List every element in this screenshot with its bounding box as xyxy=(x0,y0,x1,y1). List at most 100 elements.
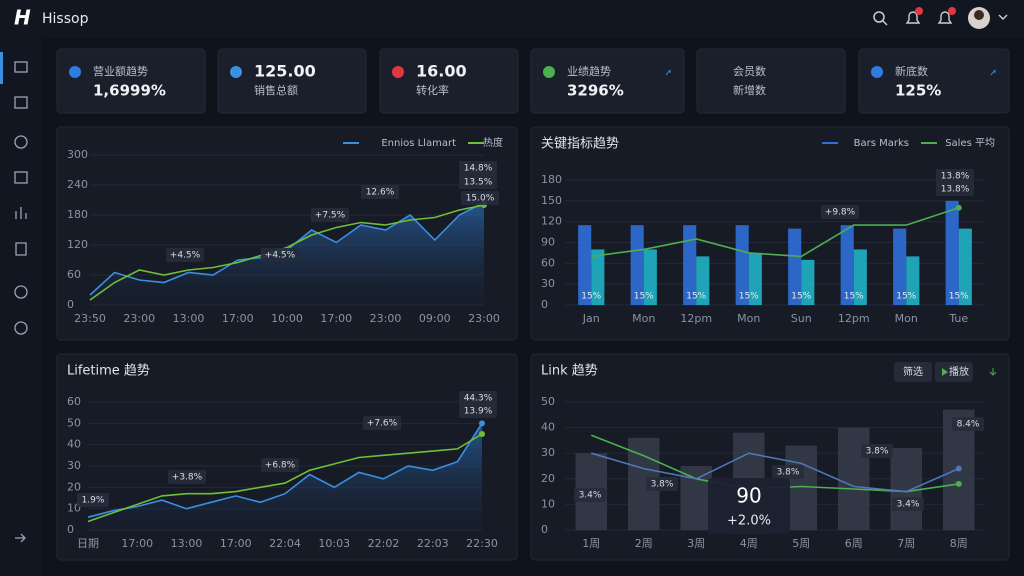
bar xyxy=(893,228,907,305)
kpi-label: 业绩趋势 xyxy=(567,65,611,78)
y-tick-label: 30 xyxy=(541,446,555,459)
annotation-box xyxy=(363,416,401,430)
y-tick-label: 0 xyxy=(541,298,548,311)
kpi-icon xyxy=(69,66,81,78)
x-tick-label: Mon xyxy=(632,312,655,325)
kpi-icon xyxy=(230,66,242,78)
kpi-value: 1,6999% xyxy=(93,82,166,100)
annotation-box xyxy=(772,465,804,479)
bar xyxy=(591,249,605,305)
y-tick-label: 30 xyxy=(67,459,81,472)
kpi-icon xyxy=(392,66,404,78)
y-tick-label: 240 xyxy=(67,178,88,191)
annotation: +7.5% xyxy=(315,211,346,221)
sidebar-icons[interactable] xyxy=(14,61,28,543)
button[interactable] xyxy=(935,362,973,382)
button-label[interactable]: 播放 xyxy=(949,365,969,378)
x-tick-label: 8周 xyxy=(950,537,968,550)
x-tick-label: 6周 xyxy=(845,537,863,550)
y-tick-label: 180 xyxy=(67,208,88,221)
search-icon[interactable] xyxy=(873,11,888,26)
annotation-box xyxy=(361,185,399,199)
kpi-card xyxy=(56,48,206,114)
bar-label: 15% xyxy=(634,292,654,302)
y-tick-label: 40 xyxy=(541,421,555,434)
annotation-box xyxy=(166,248,204,262)
y-tick-label: 30 xyxy=(541,277,555,290)
annotation: 15.0% xyxy=(466,194,495,204)
x-tick-label: 12pm xyxy=(838,312,870,325)
x-tick-label: 13:00 xyxy=(171,537,203,550)
x-tick-label: 10:03 xyxy=(318,537,350,550)
x-tick-label: 23:50 xyxy=(74,312,106,325)
x-tick-label: 22:03 xyxy=(417,537,449,550)
annotation-box xyxy=(461,191,499,205)
bar xyxy=(735,225,749,305)
y-tick-label: 150 xyxy=(541,194,562,207)
x-tick-label: 5周 xyxy=(792,537,810,550)
annotation-box xyxy=(459,161,497,175)
callout-box xyxy=(708,478,790,534)
annotation: 1.9% xyxy=(82,496,105,506)
top-bar xyxy=(0,0,1024,38)
x-tick-label: 22:30 xyxy=(466,537,498,550)
y-tick-label: 0 xyxy=(541,523,548,536)
x-tick-label: 7周 xyxy=(897,537,915,550)
bar-label: 15% xyxy=(581,292,601,302)
x-tick-label: 17:00 xyxy=(222,312,254,325)
bar xyxy=(853,249,867,305)
point xyxy=(955,465,962,472)
button-label[interactable]: 筛选 xyxy=(903,365,923,378)
x-tick-label: Tue xyxy=(948,312,968,325)
chart-title: Link 趋势 xyxy=(541,363,598,379)
y-tick-label: 10 xyxy=(541,497,555,510)
bar xyxy=(748,252,762,305)
annotation: 13.8% xyxy=(941,172,970,182)
annotation: +3.8% xyxy=(172,473,203,483)
annotation-box xyxy=(861,444,893,458)
bar xyxy=(680,466,712,530)
y-tick-label: 50 xyxy=(67,416,81,429)
button[interactable] xyxy=(894,362,932,382)
x-tick-label: 13:00 xyxy=(173,312,205,325)
alert-icon[interactable] xyxy=(937,7,956,24)
bar-label: 15% xyxy=(896,292,916,302)
y-tick-label: 60 xyxy=(67,268,81,281)
kpi-sub: 转化率 xyxy=(416,83,449,97)
bar xyxy=(945,200,959,305)
avatar[interactable] xyxy=(968,7,1008,29)
annotation: +7.6% xyxy=(367,419,398,429)
bar-label: 15% xyxy=(686,292,706,302)
y-tick-label: 60 xyxy=(67,395,81,408)
y-tick-label: 50 xyxy=(541,395,555,408)
x-tick-label: 23:00 xyxy=(370,312,402,325)
x-tick-label: 2周 xyxy=(635,537,653,550)
kpi-card xyxy=(217,48,367,114)
annotation: +9.8% xyxy=(825,208,856,218)
area xyxy=(88,423,482,530)
logo: H xyxy=(14,6,31,30)
bar xyxy=(683,225,697,305)
y-tick-label: 180 xyxy=(541,173,562,186)
line xyxy=(87,422,483,518)
sidebar-active xyxy=(0,52,3,84)
kpi-label: 营业额趋势 xyxy=(93,64,148,78)
annotation: 3.8% xyxy=(651,480,674,490)
annotation: 14.8% xyxy=(464,164,493,174)
annotation-box xyxy=(459,404,497,418)
chart-title: Lifetime 趋势 xyxy=(67,363,150,379)
x-tick-label: Jan xyxy=(582,312,600,325)
annotation: 13.8% xyxy=(941,185,970,195)
point xyxy=(479,420,485,427)
notification-icon[interactable] xyxy=(905,7,923,24)
chart-panel xyxy=(530,126,1010,341)
bar xyxy=(788,228,802,305)
chart-title: 关键指标趋势 xyxy=(541,136,619,152)
x-tick-label: Mon xyxy=(895,312,918,325)
legend-label: 热度 xyxy=(483,136,503,149)
line xyxy=(591,207,960,258)
x-tick-label: 09:00 xyxy=(419,312,451,325)
point xyxy=(955,204,962,211)
brand: Hissop xyxy=(42,11,89,27)
